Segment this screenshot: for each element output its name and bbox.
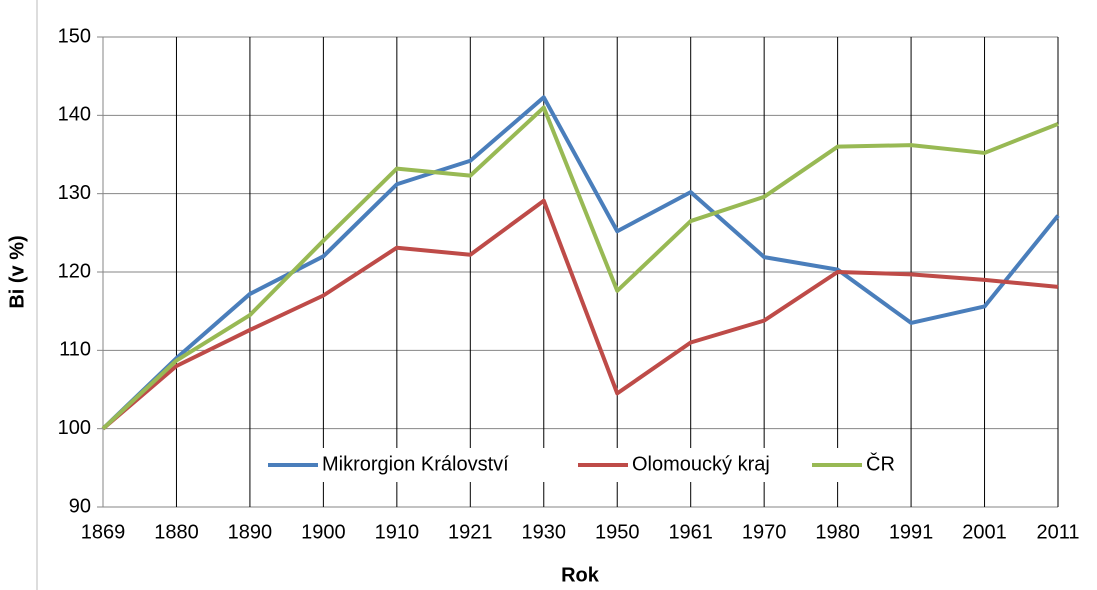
x-tick-label: 1890: [228, 521, 273, 543]
x-tick-label: 1970: [742, 521, 787, 543]
series-line: [101, 198, 1059, 431]
x-tick-label: 1921: [448, 521, 493, 543]
x-tick-label: 1930: [522, 521, 567, 543]
legend-label: ČR: [866, 452, 895, 475]
x-tick-label: 1961: [668, 521, 713, 543]
y-tick-label: 100: [58, 417, 91, 439]
x-tick-label: 2001: [962, 521, 1007, 543]
y-tick-label: 150: [58, 25, 91, 47]
y-axis-title: Bi (v %): [6, 235, 28, 308]
x-tick-label: 1900: [301, 521, 346, 543]
x-axis-title: Rok: [561, 564, 600, 586]
y-tick-label: 90: [69, 495, 91, 517]
x-tick-label: 1950: [595, 521, 640, 543]
x-tick-label: 1980: [815, 521, 860, 543]
series-line: [101, 105, 1059, 431]
x-tick-label: 1991: [889, 521, 934, 543]
y-tick-label: 130: [58, 182, 91, 204]
y-tick-label: 110: [59, 339, 91, 361]
x-tick-label: 1869: [81, 521, 126, 543]
x-tick-label: 1880: [154, 521, 199, 543]
y-tick-label: 120: [58, 260, 91, 282]
x-tick-label: 2011: [1036, 521, 1079, 543]
series-line: [101, 95, 1060, 431]
x-tick-label: 1910: [375, 521, 420, 543]
legend-label: Mikrorgion Království: [322, 453, 509, 475]
legend-label: Olomoucký kraj: [632, 453, 770, 475]
y-tick-label: 140: [58, 104, 91, 126]
